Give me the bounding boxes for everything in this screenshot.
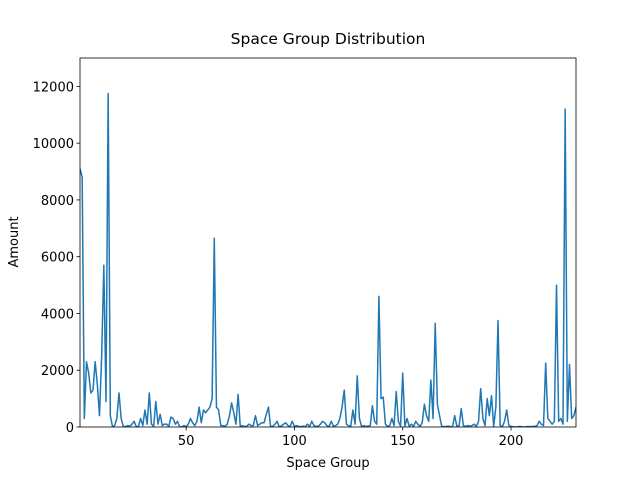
- data-line: [80, 92, 576, 427]
- y-tick-label: 4000: [41, 307, 74, 322]
- y-axis-label: Amount: [7, 216, 22, 267]
- chart-title: Space Group Distribution: [231, 30, 426, 48]
- x-tick-label: 150: [390, 434, 415, 449]
- y-tick-label: 8000: [41, 194, 74, 209]
- x-tick-label: 100: [282, 434, 307, 449]
- x-tick-label: 200: [499, 434, 524, 449]
- plot-frame: [79, 57, 577, 428]
- y-tick-label: 12000: [33, 80, 74, 95]
- x-tick-label: 50: [178, 434, 195, 449]
- y-tick-label: 6000: [41, 251, 74, 266]
- y-tick-label: 2000: [41, 364, 74, 379]
- x-axis-label: Space Group: [286, 456, 369, 471]
- y-tick-label: 0: [66, 421, 74, 436]
- y-tick-label: 10000: [33, 137, 74, 152]
